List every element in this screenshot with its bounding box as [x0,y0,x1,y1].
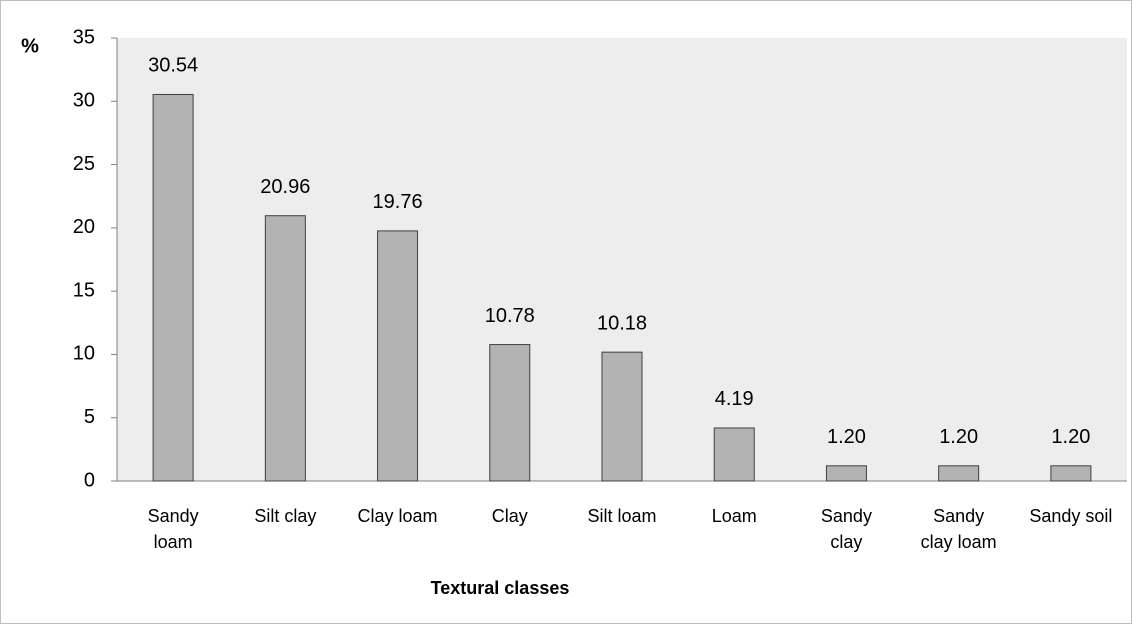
x-tick-label: Silt loam [587,506,657,526]
bar [264,215,306,482]
data-label: 19.76 [373,191,423,213]
x-tick-label: Sandy loam [147,506,199,552]
bar [713,427,755,482]
x-tick-label: Loam [711,506,757,526]
y-tick-label: 30 [73,90,95,112]
data-label: 4.19 [715,388,754,410]
bar [152,93,194,482]
data-label: 10.78 [485,305,535,327]
x-tick-label: Clay [491,506,528,526]
y-tick-label: 0 [84,469,95,491]
y-tick-label: 5 [84,406,95,428]
x-tick-label: Sandy clay [820,506,872,552]
data-label: 10.18 [597,312,647,334]
x-axis-label: Textural classes [431,578,570,598]
bar [489,344,531,482]
bar [1050,465,1092,482]
y-tick-label: 25 [73,153,95,175]
bar [377,230,419,482]
bar [601,351,643,482]
data-label: 1.20 [1051,426,1090,448]
x-tick-label: Clay loam [357,506,438,526]
y-tick-label: 15 [73,279,95,301]
x-tick-label: Silt clay [254,506,317,526]
data-label: 20.96 [260,176,310,198]
x-tick-label: Sandy clay loam [920,506,997,552]
data-label: 1.20 [939,426,978,448]
x-tick-label: Sandy soil [1029,506,1113,526]
y-tick-label: 35 [73,26,95,48]
bar [825,465,867,482]
bar [938,465,980,482]
data-label: 1.20 [827,426,866,448]
y-axis-label: % [21,35,39,57]
data-label: 30.54 [148,55,198,77]
y-tick-label: 10 [73,343,95,365]
y-tick-label: 20 [73,216,95,238]
